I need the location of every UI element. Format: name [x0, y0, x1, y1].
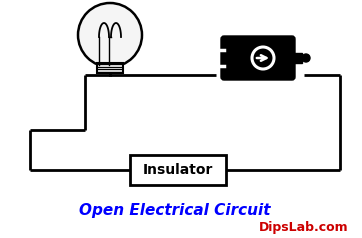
- Bar: [97, 63, 123, 73]
- Bar: [130, 155, 226, 185]
- Bar: [292, 53, 302, 63]
- Circle shape: [78, 3, 142, 67]
- Text: DipsLab.com: DipsLab.com: [258, 222, 348, 234]
- FancyBboxPatch shape: [221, 36, 295, 80]
- Text: Open Electrical Circuit: Open Electrical Circuit: [79, 203, 271, 218]
- Text: Insulator: Insulator: [143, 163, 213, 177]
- Circle shape: [302, 54, 310, 62]
